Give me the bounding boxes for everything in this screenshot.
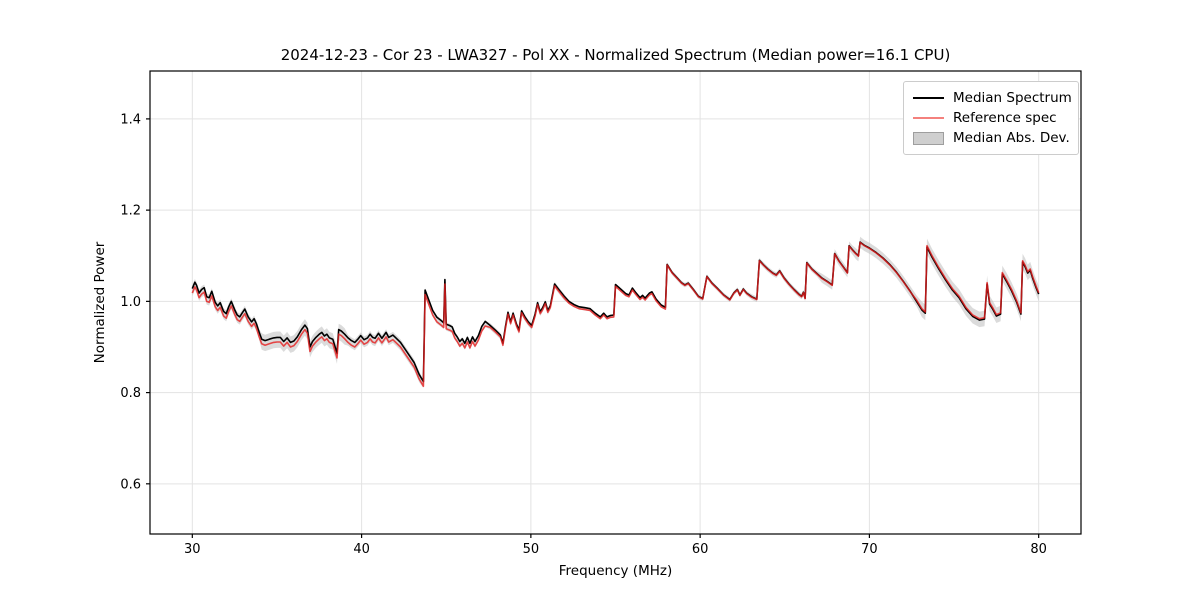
legend-label: Reference spec bbox=[953, 110, 1057, 126]
x-tick-label: 50 bbox=[523, 542, 540, 557]
legend-label: Median Abs. Dev. bbox=[953, 130, 1070, 146]
legend-item-median-abs-dev: Median Abs. Dev. bbox=[913, 128, 1070, 148]
median-abs-dev-band bbox=[192, 236, 1039, 388]
y-tick-label: 1.0 bbox=[120, 295, 141, 310]
x-tick-label: 80 bbox=[1030, 542, 1047, 557]
y-tick-label: 0.8 bbox=[120, 386, 141, 401]
legend-item-reference-spec: Reference spec bbox=[913, 108, 1070, 128]
x-tick-label: 30 bbox=[184, 542, 201, 557]
y-axis-label: Normalized Power bbox=[92, 241, 108, 363]
median-spectrum-line bbox=[191, 241, 1040, 383]
y-tick-label: 1.4 bbox=[120, 112, 141, 127]
legend-item-median-spectrum: Median Spectrum bbox=[913, 88, 1072, 108]
x-axis-label: Frequency (MHz) bbox=[559, 563, 672, 579]
legend-label: Median Spectrum bbox=[953, 90, 1072, 106]
chart-title: 2024-12-23 - Cor 23 - LWA327 - Pol XX - … bbox=[280, 46, 951, 64]
y-tick-label: 1.2 bbox=[120, 204, 141, 219]
reference-spec-line-swatch bbox=[913, 117, 944, 119]
x-tick-label: 70 bbox=[861, 542, 878, 557]
reference-spec-line bbox=[191, 241, 1040, 387]
median-spectrum-line-swatch bbox=[913, 97, 944, 99]
median-abs-dev-patch-swatch bbox=[913, 131, 944, 145]
plot-border bbox=[149, 70, 1082, 535]
x-tick-label: 40 bbox=[353, 542, 370, 557]
x-tick-label: 60 bbox=[692, 542, 709, 557]
y-tick-label: 0.6 bbox=[120, 477, 141, 492]
legend: Median Spectrum Reference spec Median Ab… bbox=[903, 81, 1079, 155]
